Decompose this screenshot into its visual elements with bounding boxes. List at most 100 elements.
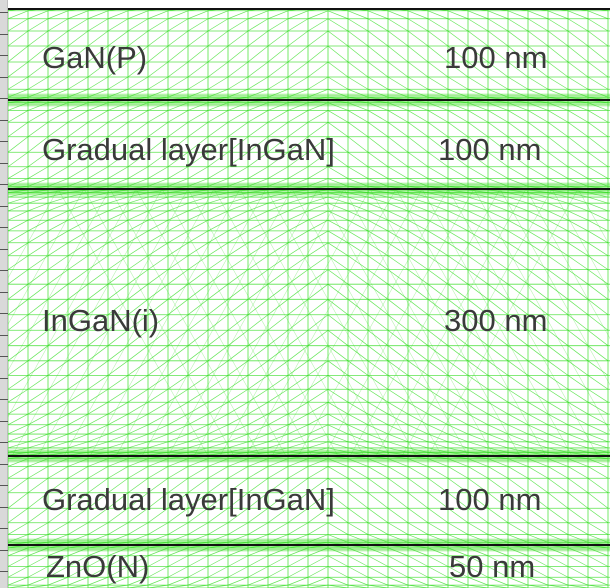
mesh-diagonal [327, 388, 349, 403]
mesh-diagonal [127, 441, 149, 449]
mesh-diagonal [547, 401, 569, 415]
mesh-diagonal [427, 447, 449, 453]
mesh-diagonal [307, 401, 329, 415]
mesh-diagonal [267, 192, 289, 198]
mesh-diagonal [87, 230, 109, 244]
mesh-diagonal [8, 345, 29, 362]
mesh-diagonal [487, 136, 509, 153]
mesh-diagonal [207, 121, 229, 138]
mesh-diagonal [327, 547, 349, 557]
mesh-diagonal [107, 447, 129, 453]
ruler-tick [0, 335, 8, 336]
mesh-diagonal [87, 477, 109, 494]
mesh-diagonal [527, 452, 549, 456]
mesh-diagonal [8, 360, 29, 376]
mesh-diagonal [347, 329, 369, 346]
mesh-diagonal [507, 547, 529, 557]
mesh-diagonal [147, 102, 169, 111]
mesh-diagonal [387, 269, 409, 285]
mesh-diagonal [27, 202, 49, 212]
mesh-diagonal [567, 61, 589, 78]
mesh-diagonal [327, 458, 349, 467]
mesh-diagonal [8, 433, 29, 443]
mesh-diagonal [487, 477, 509, 494]
mesh-diagonal [247, 299, 269, 316]
mesh-diagonal [407, 299, 429, 316]
mesh-diagonal [87, 458, 109, 467]
mesh-diagonal [107, 522, 129, 535]
mesh-diagonal [27, 196, 49, 204]
mesh-diagonal [227, 345, 249, 362]
mesh-diagonal [8, 18, 29, 32]
mesh-chevron-line [135, 188, 287, 457]
mesh-diagonal [147, 255, 169, 270]
mesh-diagonal [347, 202, 369, 212]
mesh-diagonal [367, 219, 389, 232]
mesh-diagonal [467, 576, 489, 586]
mesh-diagonal [427, 547, 449, 557]
mesh-diagonal [8, 447, 29, 453]
mesh-diagonal [467, 477, 489, 494]
mesh-diagonal [167, 283, 189, 300]
mesh-diagonal [87, 102, 109, 111]
mesh-diagonal [487, 576, 509, 586]
mesh-diagonal [207, 61, 229, 78]
mesh-chevron-line [37, 188, 189, 457]
mesh-diagonal [347, 388, 369, 403]
mesh-diagonal [227, 202, 249, 212]
mesh-diagonal [27, 375, 49, 390]
mesh-diagonal [267, 230, 289, 244]
mesh-diagonal [207, 110, 229, 123]
mesh-diagonal [547, 10, 569, 20]
mesh-diagonal [27, 534, 49, 543]
mesh-diagonal [487, 230, 509, 244]
mesh-diagonal [567, 299, 589, 316]
mesh-diagonal [427, 30, 449, 47]
mesh-diagonal [307, 45, 329, 63]
mesh-diagonal [227, 189, 249, 193]
mesh-diagonal [267, 88, 289, 98]
mesh-diagonal [427, 88, 449, 98]
mesh-diagonal [127, 166, 149, 179]
mesh-diagonal [67, 18, 89, 32]
mesh-diagonal [587, 433, 609, 443]
mesh-chevron-line [57, 188, 209, 457]
mesh-diagonal [547, 576, 569, 586]
mesh-chevron-line [115, 188, 267, 457]
mesh-diagonal [327, 424, 349, 435]
mesh-diagonal [307, 18, 329, 32]
mesh-diagonal [47, 360, 69, 376]
mesh-diagonal [247, 61, 269, 78]
mesh-diagonal [167, 242, 189, 257]
mesh-diagonal [67, 88, 89, 98]
mesh-diagonal [67, 30, 89, 47]
mesh-diagonal [247, 210, 269, 221]
mesh-diagonal [487, 219, 509, 232]
mesh-diagonal [307, 202, 329, 212]
mesh-diagonal [567, 375, 589, 390]
mesh-diagonal [547, 441, 569, 449]
mesh-diagonal [347, 547, 369, 557]
mesh-diagonal [227, 61, 249, 78]
mesh-chevron-line [89, 188, 241, 457]
mesh-diagonal [247, 466, 269, 479]
mesh-diagonal [387, 210, 409, 221]
mesh-diagonal [407, 210, 429, 221]
mesh-diagonal [287, 314, 309, 331]
mesh-diagonal [307, 329, 329, 346]
mesh-diagonal [8, 61, 29, 78]
mesh-diagonal [567, 76, 589, 90]
mesh-diagonal [467, 189, 489, 193]
mesh-diagonal [47, 121, 69, 138]
mesh-diagonal [147, 424, 169, 435]
mesh-diagonal [147, 18, 169, 32]
mesh-diagonal [207, 534, 229, 543]
mesh-diagonal [327, 151, 349, 168]
mesh-diagonal [247, 329, 269, 346]
layer-thickness-gradual-top: 100 nm [438, 132, 542, 167]
mesh-diagonal [467, 441, 489, 449]
mesh-diagonal [587, 345, 609, 362]
mesh-diagonal [567, 534, 589, 543]
mesh-diagonal [307, 413, 329, 426]
mesh-diagonal [187, 534, 209, 543]
